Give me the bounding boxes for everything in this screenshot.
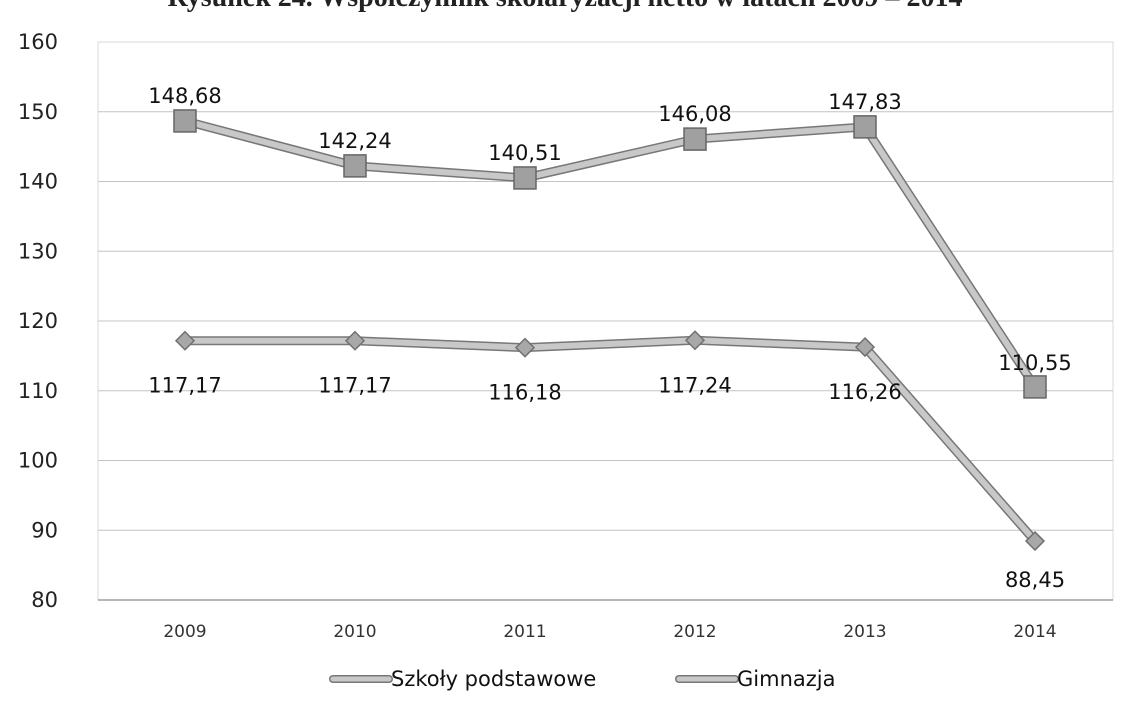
diamond-marker	[854, 337, 876, 358]
data-label: 147,83	[828, 90, 901, 114]
data-label: 146,08	[658, 102, 731, 126]
data-label: 117,17	[318, 374, 391, 398]
data-label: 117,24	[658, 373, 731, 397]
y-axis: 80 90 100 110 120 130 140 150 160	[18, 30, 1113, 612]
square-marker	[853, 115, 877, 139]
square-marker	[513, 166, 537, 190]
square-marker	[343, 154, 367, 178]
x-tick-label: 2013	[843, 622, 886, 642]
gridlines	[98, 111, 1113, 531]
square-marker	[1023, 375, 1047, 399]
y-tick-label: 110	[18, 379, 58, 403]
data-label: 117,17	[148, 374, 221, 398]
diamond-marker	[684, 330, 706, 351]
x-tick-label: 2012	[673, 622, 716, 642]
square-marker	[683, 127, 707, 151]
x-tick-label: 2009	[163, 622, 206, 642]
diamond-marker	[174, 330, 196, 351]
data-label: 140,51	[488, 141, 561, 165]
diamond-marker	[1024, 531, 1046, 552]
y-tick-label: 160	[18, 30, 58, 54]
series-line-outline	[180, 335, 1040, 546]
y-tick-label: 140	[18, 170, 58, 194]
data-label: 110,55	[998, 351, 1071, 375]
y-tick-label: 80	[31, 588, 58, 612]
y-tick-label: 90	[31, 518, 58, 542]
diamond-marker	[344, 330, 366, 351]
series-line	[182, 117, 1038, 390]
y-tick-label: 130	[18, 239, 58, 263]
data-labels: 117,17 117,17 116,18 117,24 116,26 88,45 148,6…	[148, 84, 1071, 592]
square-marker	[173, 109, 197, 133]
legend-label: Gimnazja	[737, 667, 835, 691]
data-label: 88,45	[1005, 568, 1065, 592]
data-label: 148,68	[148, 84, 221, 108]
legend-item: Gimnazja	[675, 667, 835, 691]
series-gimnazja	[173, 109, 1047, 399]
y-tick-label: 150	[18, 100, 58, 124]
diamond-marker	[514, 337, 536, 358]
data-label: 116,26	[828, 380, 901, 404]
chart-title: Rysunek 24. Współczynnik skolaryzacji ne…	[0, 0, 1130, 14]
x-tick-label: 2011	[503, 622, 546, 642]
x-tick-label: 2014	[1013, 622, 1056, 642]
legend-item: Szkoły podstawowe	[329, 667, 596, 691]
series-szkoly-podstawowe	[174, 330, 1046, 552]
legend: Szkoły podstawowe Gimnazja	[329, 667, 835, 691]
series-line	[182, 337, 1038, 545]
y-tick-label: 100	[18, 449, 58, 473]
x-tick-label: 2010	[333, 622, 376, 642]
y-tick-label: 120	[18, 309, 58, 333]
legend-label: Szkoły podstawowe	[391, 667, 596, 691]
data-label: 116,18	[488, 381, 561, 405]
x-axis: 2009 2010 2011 2012 2013 2014	[163, 622, 1056, 642]
data-label: 142,24	[318, 129, 391, 153]
series-layer	[173, 109, 1047, 552]
